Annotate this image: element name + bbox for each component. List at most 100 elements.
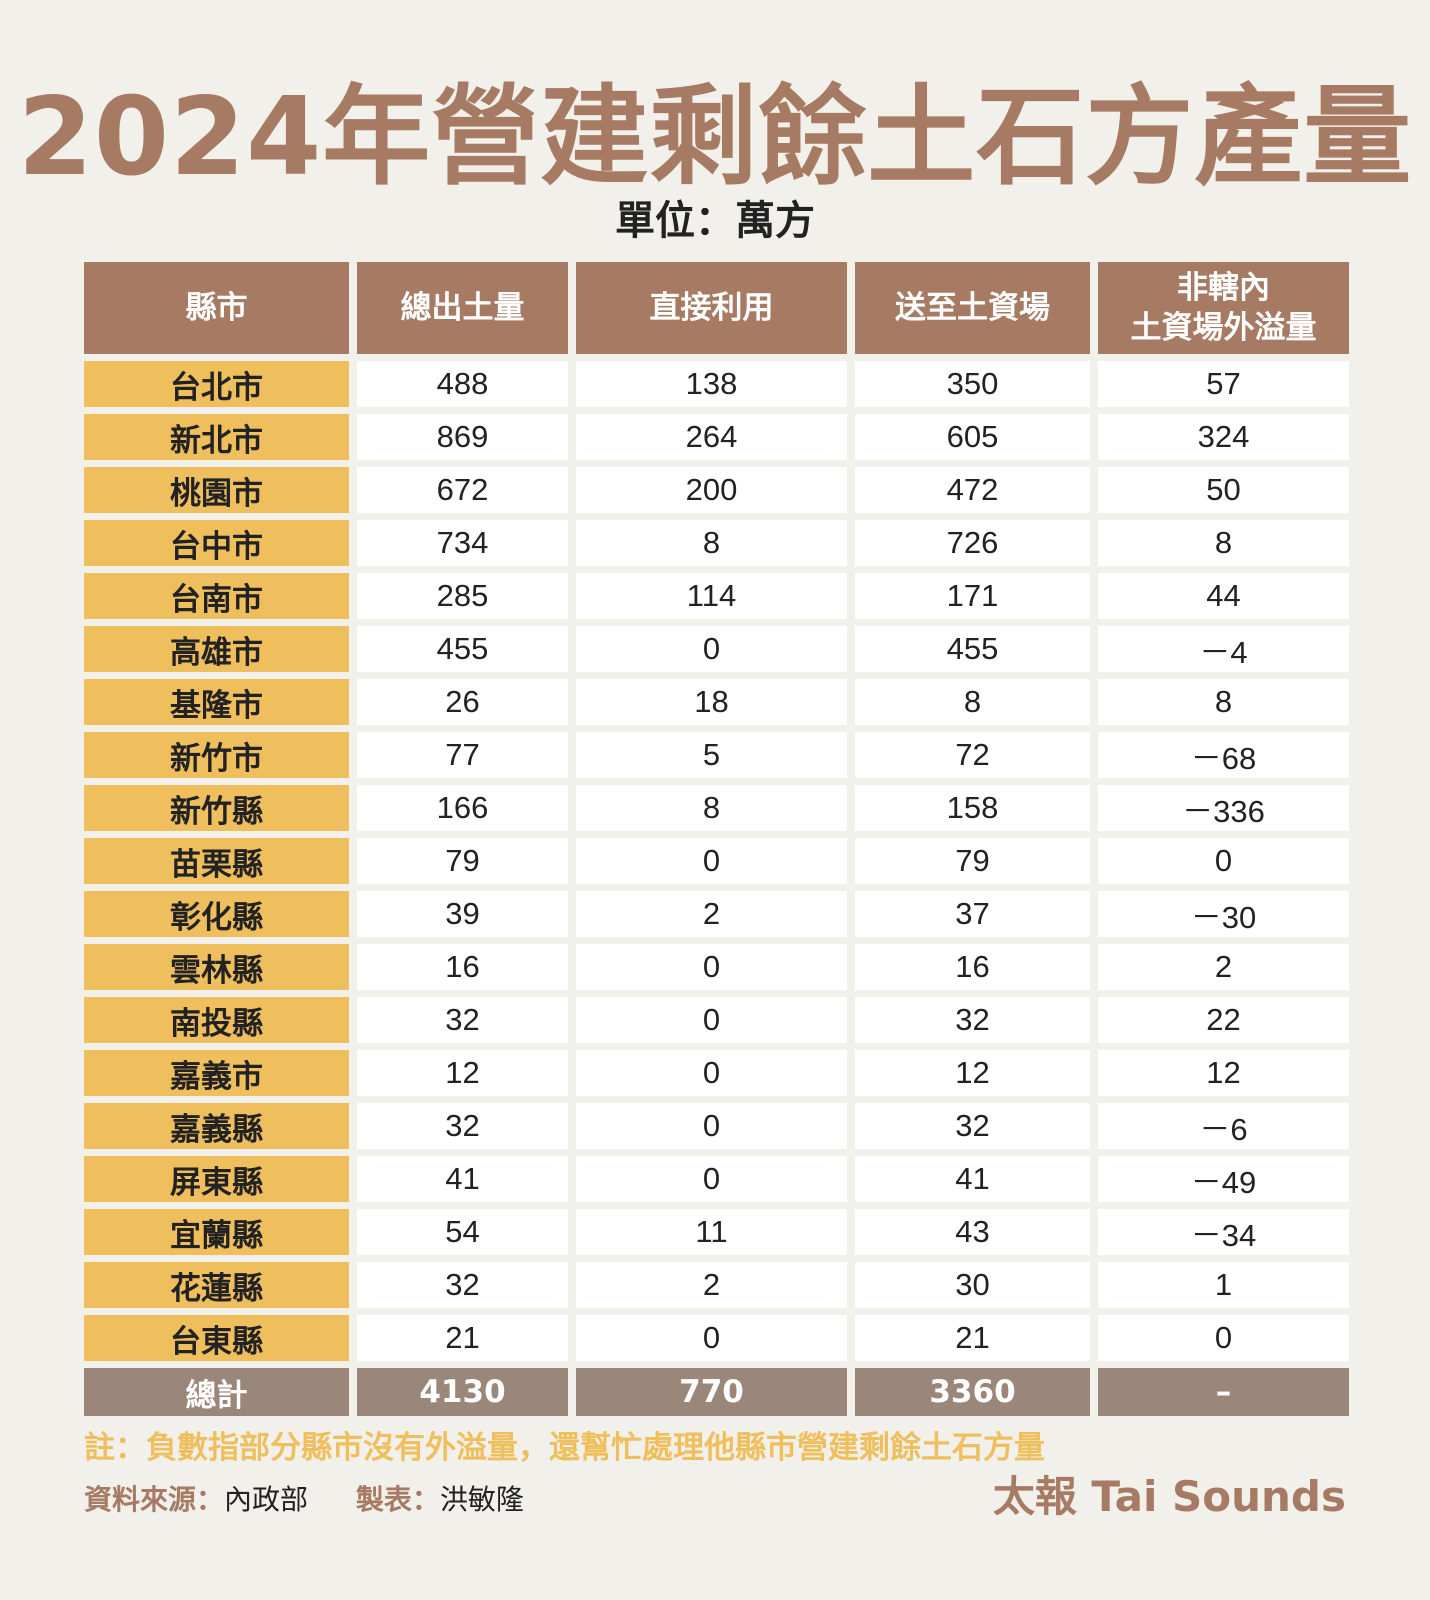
table-cell: 43 — [855, 1209, 1090, 1255]
row-county-name: 雲林縣 — [84, 944, 349, 990]
row-county-name: 台北市 — [84, 361, 349, 407]
table-cell: 455 — [855, 626, 1090, 672]
row-county-name: 高雄市 — [84, 626, 349, 672]
table-cell: 726 — [855, 520, 1090, 566]
unit-label: 單位：萬方 — [615, 198, 815, 244]
total-label: 總計 — [84, 1368, 349, 1416]
table-cell: －30 — [1098, 891, 1349, 937]
table-cell: 0 — [576, 1156, 847, 1202]
table-cell: 138 — [576, 361, 847, 407]
row-county-name: 台東縣 — [84, 1315, 349, 1361]
table-cell: 16 — [357, 944, 568, 990]
header-to-facility: 送至土資場 — [855, 262, 1090, 354]
total-cell: – — [1098, 1368, 1349, 1416]
row-county-name: 苗栗縣 — [84, 838, 349, 884]
table-cell: 0 — [1098, 838, 1349, 884]
table-cell: 0 — [576, 1315, 847, 1361]
row-county-name: 嘉義縣 — [84, 1103, 349, 1149]
row-county-name: 屏東縣 — [84, 1156, 349, 1202]
maker-label: 製表： — [355, 1483, 440, 1516]
table-cell: 0 — [576, 626, 847, 672]
table-cell: 264 — [576, 414, 847, 460]
table-cell: 472 — [855, 467, 1090, 513]
source-line: 資料來源：內政部 製表：洪敏隆 — [84, 1480, 524, 1520]
table-cell: 488 — [357, 361, 568, 407]
maker-value: 洪敏隆 — [439, 1483, 524, 1516]
table-cell: 16 — [855, 944, 1090, 990]
table-cell: 166 — [357, 785, 568, 831]
row-county-name: 南投縣 — [84, 997, 349, 1043]
header-total-output: 總出土量 — [357, 262, 568, 354]
table-cell: 12 — [1098, 1050, 1349, 1096]
table-cell: 5 — [576, 732, 847, 778]
table-cell: 32 — [855, 997, 1090, 1043]
table-cell: 0 — [576, 1103, 847, 1149]
table-cell: 672 — [357, 467, 568, 513]
header-overflow: 非轄內 土資場外溢量 — [1098, 262, 1349, 354]
row-county-name: 台中市 — [84, 520, 349, 566]
total-cell: 4130 — [357, 1368, 568, 1416]
source-label: 資料來源： — [84, 1483, 225, 1516]
row-county-name: 桃園市 — [84, 467, 349, 513]
table-cell: 171 — [855, 573, 1090, 619]
table-cell: －336 — [1098, 785, 1349, 831]
table-cell: 12 — [357, 1050, 568, 1096]
table-cell: 32 — [357, 997, 568, 1043]
table-cell: －49 — [1098, 1156, 1349, 1202]
table-cell: 0 — [576, 1050, 847, 1096]
table-cell: 44 — [1098, 573, 1349, 619]
page-title: 2024年營建剩餘土石方產量 — [17, 75, 1413, 200]
footnote: 註：負數指部分縣市沒有外溢量，還幫忙處理他縣市營建剩餘土石方量 — [84, 1430, 1045, 1466]
table-cell: －6 — [1098, 1103, 1349, 1149]
table-cell: 32 — [855, 1103, 1090, 1149]
table-cell: 41 — [357, 1156, 568, 1202]
table-cell: 200 — [576, 467, 847, 513]
table-cell: 72 — [855, 732, 1090, 778]
table-cell: 21 — [855, 1315, 1090, 1361]
table-cell: －4 — [1098, 626, 1349, 672]
table-cell: －68 — [1098, 732, 1349, 778]
table-cell: 350 — [855, 361, 1090, 407]
table-cell: 2 — [576, 891, 847, 937]
header-overflow-line2: 土資場外溢量 — [1130, 310, 1317, 346]
table-cell: －34 — [1098, 1209, 1349, 1255]
table-cell: 32 — [357, 1262, 568, 1308]
table-cell: 57 — [1098, 361, 1349, 407]
table-cell: 79 — [855, 838, 1090, 884]
table-cell: 22 — [1098, 997, 1349, 1043]
table-cell: 869 — [357, 414, 568, 460]
row-county-name: 嘉義市 — [84, 1050, 349, 1096]
header-direct-use: 直接利用 — [576, 262, 847, 354]
brand-logo: 太報 Tai Sounds — [992, 1472, 1346, 1521]
table-cell: 285 — [357, 573, 568, 619]
table-cell: 11 — [576, 1209, 847, 1255]
table-cell: 0 — [1098, 1315, 1349, 1361]
table-cell: 77 — [357, 732, 568, 778]
table-cell: 0 — [576, 944, 847, 990]
table-cell: 8 — [576, 785, 847, 831]
table-cell: 455 — [357, 626, 568, 672]
table-cell: 39 — [357, 891, 568, 937]
table-cell: 8 — [855, 679, 1090, 725]
table-cell: 21 — [357, 1315, 568, 1361]
row-county-name: 宜蘭縣 — [84, 1209, 349, 1255]
table-cell: 0 — [576, 997, 847, 1043]
table-cell: 37 — [855, 891, 1090, 937]
table-cell: 30 — [855, 1262, 1090, 1308]
table-cell: 605 — [855, 414, 1090, 460]
table-cell: 114 — [576, 573, 847, 619]
row-county-name: 花蓮縣 — [84, 1262, 349, 1308]
table-cell: 12 — [855, 1050, 1090, 1096]
row-county-name: 新竹縣 — [84, 785, 349, 831]
table-cell: 79 — [357, 838, 568, 884]
row-county-name: 新竹市 — [84, 732, 349, 778]
table-cell: 1 — [1098, 1262, 1349, 1308]
data-table: 縣市 總出土量 直接利用 送至土資場 非轄內 土資場外溢量 台北市 488 138 3… — [84, 262, 1349, 1416]
table-cell: 2 — [1098, 944, 1349, 990]
table-cell: 41 — [855, 1156, 1090, 1202]
total-cell: 770 — [576, 1368, 847, 1416]
table-cell: 32 — [357, 1103, 568, 1149]
table-cell: 158 — [855, 785, 1090, 831]
row-county-name: 彰化縣 — [84, 891, 349, 937]
table-cell: 8 — [1098, 679, 1349, 725]
